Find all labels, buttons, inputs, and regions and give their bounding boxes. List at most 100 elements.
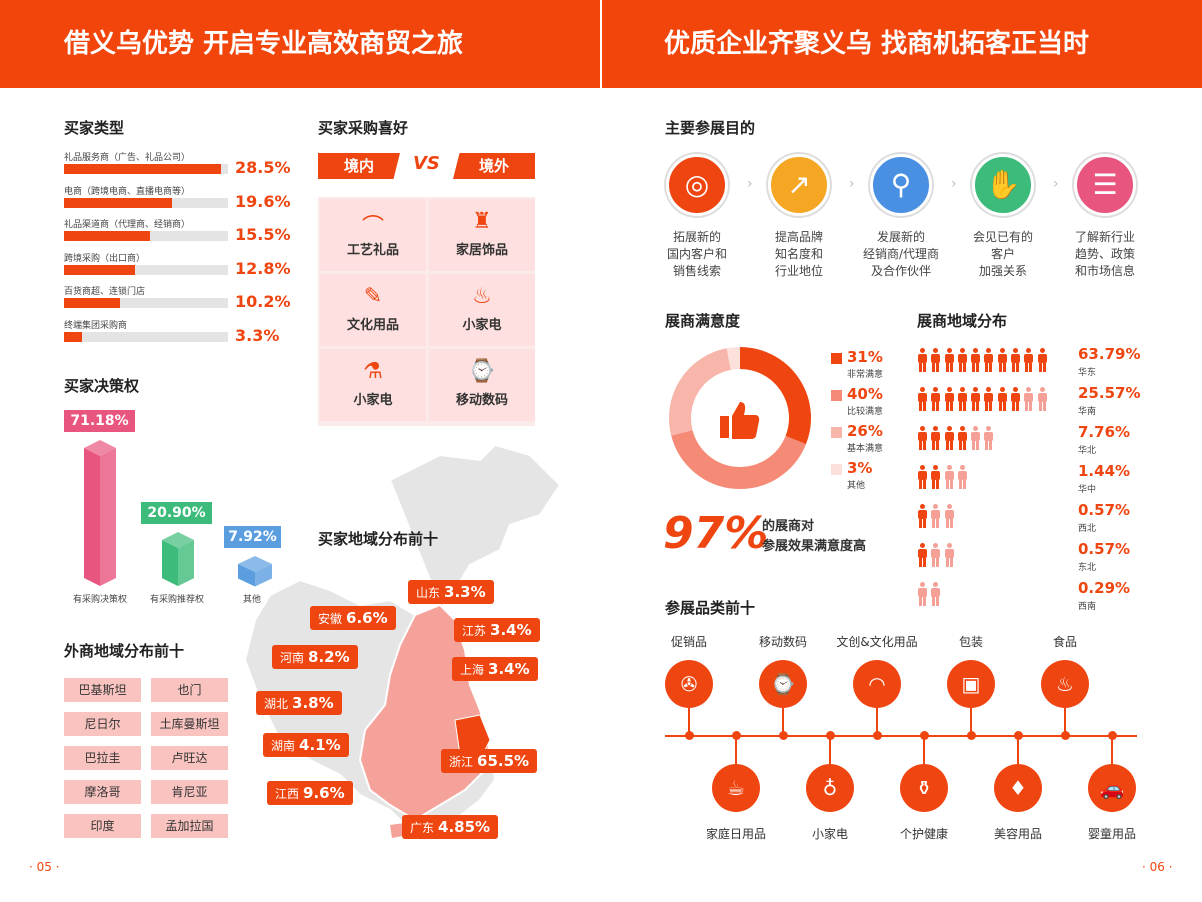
person-icon [1010, 348, 1021, 372]
desk-fan-icon: ✇ [680, 672, 698, 696]
purpose-circle: ⚲ [870, 154, 932, 216]
buyer-type-fill [64, 264, 135, 275]
category-dot [919, 731, 929, 740]
category-circle: 🚗 [1088, 764, 1136, 812]
decision-value-badge: 71.18% [64, 410, 135, 432]
category-circle: ⚱ [900, 764, 948, 812]
category-label: 小家电 [811, 827, 848, 841]
buyer-region-name: 山东 [416, 586, 441, 600]
category-dot [778, 731, 788, 740]
foreign-country: 尼日尔 [64, 712, 141, 736]
buyer-region-name: 河南 [280, 651, 305, 665]
handshake-icon: ✋ [985, 168, 1021, 201]
category-label: 家庭日用品 [705, 827, 766, 841]
buyer-region-label: 湖南 4.1% [263, 733, 349, 757]
category-stem [876, 708, 878, 736]
buyer-region-name: 浙江 [449, 755, 474, 769]
foreign-country: 巴拉圭 [64, 746, 141, 770]
person-icon [944, 465, 955, 489]
category-dot [731, 731, 741, 740]
purpose-title: 主要参展目的 [665, 119, 756, 137]
decision-title: 买家决策权 [64, 377, 140, 395]
buyer-region-label: 河南 8.2% [272, 645, 358, 669]
purpose-text: 提高品牌 知名度和 行业地位 [774, 230, 823, 278]
buyer-region-value: 3.8% [292, 694, 334, 712]
category-circle: ♨ [1041, 660, 1089, 708]
preference-title: 买家采购喜好 [318, 119, 409, 137]
preference-cell-label: 移动数码 [455, 393, 508, 408]
category-stem [970, 708, 972, 736]
person-icon [917, 504, 928, 528]
satisfaction-value: 31% [847, 348, 883, 366]
person-icon [1023, 387, 1034, 411]
decision-bar [162, 531, 194, 586]
category-label: 文创&文化用品 [836, 635, 918, 649]
kettle-icon: ♨ [472, 284, 492, 309]
foreign-country: 巴基斯坦 [64, 678, 141, 702]
person-icon [944, 426, 955, 450]
person-icon [930, 543, 941, 567]
cake-icon: ♨ [1056, 672, 1074, 696]
buyer-type-label: 电商（跨境电商、直播电商等） [64, 186, 191, 197]
region-value: 63.79% [1078, 345, 1141, 363]
buyer-type-value: 19.6% [235, 191, 291, 211]
purpose-arrow-icon: › [1053, 176, 1059, 192]
buyer-type-track [64, 164, 228, 174]
category-dot [684, 731, 694, 740]
satisfaction-value: 3% [847, 459, 873, 477]
person-icon [944, 504, 955, 528]
exhibitor-region-title: 展商地域分布 [917, 312, 1008, 330]
person-icon [1037, 348, 1048, 372]
buyer-region-label: 浙江 65.5% [441, 749, 538, 773]
purpose-text: 发展新的 经销商/代理商 及合作伙伴 [862, 230, 940, 278]
foreign-country: 也门 [151, 678, 228, 702]
person-icon [997, 348, 1008, 372]
buyer-type-label: 跨境采购（出口商） [64, 253, 146, 264]
purpose-circle: ◎ [666, 154, 728, 216]
category-stem [782, 708, 784, 736]
category-stem [688, 708, 690, 736]
preference-cell-label: 小家电 [462, 318, 502, 333]
region-value: 0.29% [1078, 579, 1131, 597]
person-icon [983, 348, 994, 372]
target-icon: ◎ [684, 168, 710, 201]
region-value: 7.76% [1078, 423, 1131, 441]
region-people-row [917, 504, 957, 530]
region-label: 华东 [1078, 368, 1097, 378]
category-stem [923, 736, 925, 764]
person-icon [983, 426, 994, 450]
vacuum-icon: ♁ [822, 776, 838, 800]
region-people-row [917, 348, 1050, 374]
buyer-region-value: 3.4% [488, 660, 530, 678]
buyer-region-name: 湖北 [264, 697, 289, 711]
buyer-type-fill [64, 197, 173, 208]
buyer-region-title: 买家地域分布前十 [318, 530, 439, 548]
toy-car-icon: 🚗 [1099, 776, 1125, 800]
person-icon [917, 387, 928, 411]
region-label: 华中 [1078, 485, 1097, 495]
buyer-region-label: 山东 3.3% [408, 580, 494, 604]
buyer-region-value: 3.3% [444, 583, 486, 601]
region-value: 1.44% [1078, 462, 1131, 480]
category-label: 美容用品 [993, 827, 1042, 841]
person-icon [970, 387, 981, 411]
category-dot [1060, 731, 1070, 740]
foreign-country: 卢旺达 [151, 746, 228, 770]
region-value: 0.57% [1078, 540, 1131, 558]
person-icon [930, 465, 941, 489]
box-icon: ▣ [961, 672, 981, 696]
buyer-type-track [64, 298, 228, 308]
category-label: 食品 [1052, 635, 1077, 649]
category-circle: ♦ [994, 764, 1042, 812]
satisfaction-label: 其他 [847, 481, 866, 491]
purpose-circle: ✋ [972, 154, 1034, 216]
buyer-type-value: 28.5% [235, 158, 291, 177]
satisfaction-swatch [831, 464, 842, 475]
preference-cell: ⌒ 工艺礼品 [320, 199, 426, 271]
buyer-type-value: 10.2% [235, 292, 291, 311]
decision-value-badge: 7.92% [224, 525, 281, 548]
category-stem [1064, 708, 1066, 736]
purpose-arrow-icon: › [951, 176, 957, 192]
buyer-region-label: 安徽 6.6% [310, 606, 396, 630]
region-value: 25.57% [1078, 384, 1141, 402]
